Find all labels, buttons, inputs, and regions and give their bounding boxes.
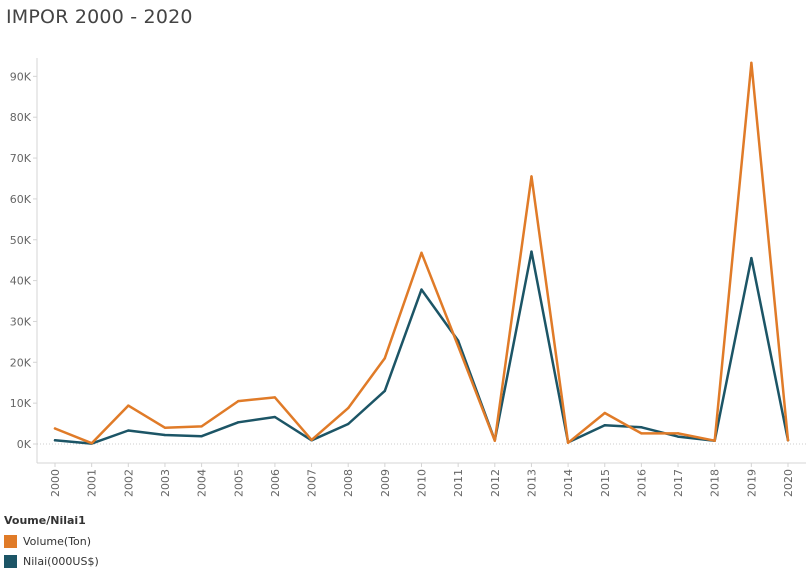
x-tick-label: 2000 [49,469,62,497]
data-point-volume [750,61,753,65]
legend-label-nilai: Nilai(000US$) [23,554,99,568]
data-point-volume [786,439,790,442]
data-point-nilai [420,288,423,291]
line-chart: 0K 10K 20K 30K 40K 50K 60K 70K 80K 90K 2000 2001 200… [10,58,806,497]
data-point-volume [237,399,240,403]
data-point-volume [200,425,203,428]
x-tick-label: 2003 [159,469,172,497]
y-tick-label: 80K [10,111,32,124]
y-tick-label: 0K [17,438,32,451]
legend-label-volume: Volume(Ton) [23,534,92,548]
x-tick-label: 2002 [122,469,135,497]
legend-item-nilai[interactable]: Nilai(000US$) [4,551,99,571]
x-tick-label: 2012 [489,469,502,497]
y-tick-label: 70K [10,152,32,165]
data-point-volume [530,175,533,178]
x-tick-label: 2011 [452,469,465,497]
data-point-nilai [163,433,167,437]
x-tick-label: 2005 [232,469,245,497]
data-point-nilai [273,415,277,419]
data-point-volume [273,396,277,399]
chart-title: IMPOR 2000 - 2020 [6,6,193,28]
x-tick-label: 2010 [416,469,429,497]
x-tick-label: 2001 [86,469,99,497]
data-point-volume [566,441,570,444]
data-point-nilai [127,429,130,432]
legend: Voume/Nilai1 Volume(Ton) Nilai(000US$) [4,514,99,571]
x-tick-label: 2014 [562,469,575,497]
series-line-nilai [53,250,790,445]
x-tick-label: 2016 [635,469,648,497]
data-point-volume [310,438,313,442]
data-point-nilai [603,424,606,427]
y-tick-label: 10K [10,397,32,410]
x-tick-label: 2008 [342,469,355,497]
data-point-nilai [53,439,57,442]
data-point-volume [420,251,423,255]
x-tick-label: 2018 [709,469,722,497]
y-tick-label: 50K [10,234,32,247]
data-point-volume [127,404,130,407]
y-tick-label: 20K [10,356,32,369]
data-point-nilai [237,421,240,424]
data-point-volume [90,441,93,445]
data-point-nilai [347,422,350,426]
x-tick-label: 2009 [379,469,392,497]
data-point-nilai [383,389,387,393]
data-point-volume [456,344,460,348]
data-point-nilai [200,435,203,438]
x-tick-label: 2017 [672,469,685,497]
data-point-volume [493,439,496,442]
data-point-nilai [750,256,753,260]
x-tick-label: 2006 [269,469,282,497]
data-point-volume [676,432,680,435]
y-tick-label: 30K [10,315,32,328]
data-point-volume [163,426,167,429]
y-tick-label: 40K [10,275,32,288]
x-tick-label: 2019 [745,469,758,497]
data-point-volume [603,411,606,415]
legend-swatch-volume [4,534,17,548]
data-point-volume [347,406,350,410]
data-point-nilai [676,435,680,438]
x-tick-label: 2015 [599,469,612,497]
x-tick-label: 2020 [782,469,795,497]
data-point-volume [640,432,643,435]
x-tick-label: 2004 [196,469,209,497]
x-tick-label: 2013 [525,469,538,497]
data-point-volume [383,357,387,360]
legend-title: Voume/Nilai1 [4,514,86,527]
y-tick-label: 90K [10,70,32,83]
y-tick-label: 60K [10,193,32,206]
legend-item-volume[interactable]: Volume(Ton) [4,531,99,551]
x-tick-label: 2007 [306,469,319,497]
data-point-nilai [530,250,533,253]
data-point-volume [713,439,716,442]
data-point-nilai [640,426,643,429]
legend-swatch-nilai [4,554,17,568]
data-point-volume [53,427,57,430]
